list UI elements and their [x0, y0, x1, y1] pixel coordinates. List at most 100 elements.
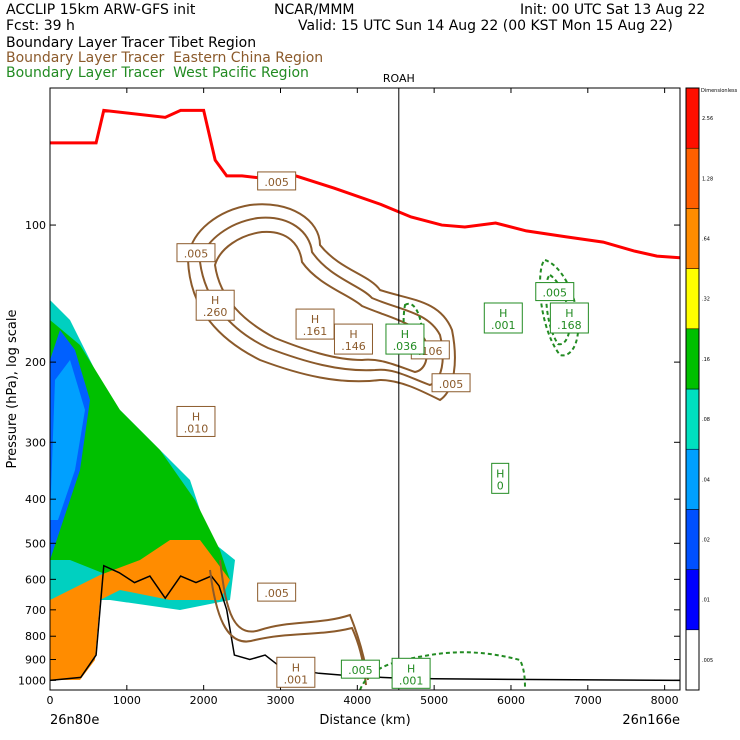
colorbar-label: .04 — [702, 477, 710, 483]
colorbar-segment — [685, 388, 700, 450]
contour-label-box — [340, 659, 380, 679]
colorbar-segment — [685, 509, 700, 570]
contour-label-text: .001 — [399, 674, 424, 687]
y-tick-label: 800 — [25, 630, 46, 643]
legend-west-pacific-prefix: Boundary Layer Tracer — [6, 65, 174, 81]
colorbar-label: 2.56 — [702, 116, 713, 122]
colorbar-label: .02 — [702, 538, 710, 544]
init-time: Init: 00 UTC Sat 13 Aug 22 — [520, 2, 706, 18]
colorbar-frame — [685, 87, 700, 691]
y-tick-label: 400 — [25, 493, 46, 506]
contour-label-text: .260 — [203, 306, 228, 319]
contour-label: H.161 — [295, 308, 335, 340]
colorbar-segment — [685, 147, 700, 209]
y-tick-label: 200 — [25, 356, 46, 369]
contour-label-text: .005 — [543, 287, 568, 300]
contour-label-box — [483, 302, 523, 334]
colorbar-label: .08 — [702, 417, 710, 423]
x-tick-label: 4000 — [343, 694, 371, 707]
contour-label-box — [549, 302, 589, 334]
tropopause-line — [50, 108, 680, 260]
colorbar: .005 .01 .02 .04 .08 .16 .32 .64 1.28 2.56 Dimensi… — [685, 87, 738, 691]
contour-label-text: H — [499, 307, 507, 320]
x-tick-label: 1000 — [113, 694, 141, 707]
valid-time: Valid: 15 UTC Sun 14 Aug 22 (00 KST Mon … — [298, 18, 673, 34]
contour-label-box — [385, 323, 425, 355]
contour-label-text: H — [192, 410, 200, 423]
contour-label-text: .001 — [284, 673, 309, 686]
contour-label-box — [333, 323, 373, 355]
roah-marker-label: ROAH — [383, 72, 415, 85]
contour-label-text: .036 — [393, 340, 418, 353]
contour-label-text: .005 — [439, 378, 464, 391]
colorbar-title: Dimensionless — [701, 88, 738, 94]
contour-label: H.010 — [176, 405, 216, 437]
contour-label-text: H — [349, 328, 357, 341]
x-tick-label: 7000 — [574, 694, 602, 707]
contour-label: H.260 — [195, 289, 235, 321]
legend-west-pacific-region: West Pacific Region — [173, 65, 309, 81]
legend-tibet: Boundary Layer Tracer Tibet Region — [6, 35, 257, 51]
contour-label-box — [431, 373, 471, 393]
contour-label: .005 — [431, 373, 471, 393]
contour-label-text: 0 — [497, 479, 504, 492]
legend-west-pacific: Boundary Layer Tracer West Pacific Regio… — [6, 65, 309, 81]
axes-layer: 0 1000 2000 3000 4000 5000 6000 7000 80001002003… — [18, 88, 680, 707]
contour-label-text: .010 — [184, 422, 209, 435]
colorbar-segment — [685, 328, 700, 390]
contour-label: .005 — [257, 582, 297, 602]
contour-label-text: .146 — [341, 340, 366, 353]
contour-label-text: H — [311, 313, 319, 326]
contour-label-text: .005 — [264, 176, 289, 189]
contour-label-box — [257, 582, 297, 602]
contour-label: .005 — [176, 243, 216, 263]
contour-label: H.168 — [549, 302, 589, 334]
model-title: ACCLIP 15km ARW-GFS init — [6, 2, 196, 18]
contour-label: .005 — [257, 171, 297, 191]
contour-label-text: H — [292, 661, 300, 674]
contour-label: H.001 — [276, 656, 316, 688]
y-tick-label: 500 — [25, 537, 46, 550]
plot-frame — [49, 87, 681, 691]
contour-label-box — [176, 243, 216, 263]
colorbar-segment — [685, 208, 700, 269]
contour-label-box — [176, 405, 216, 437]
colorbar-segment — [685, 569, 700, 631]
colorbar-label: .005 — [702, 658, 713, 664]
contour-label: H.146 — [333, 323, 373, 355]
x-tick-label: 5000 — [420, 694, 448, 707]
contour-label: H0 — [491, 462, 510, 494]
y-tick-label: 1000 — [18, 674, 46, 687]
institution-label: NCAR/MMM — [274, 2, 355, 18]
contour-label-box — [535, 282, 575, 302]
y-tick-label: 700 — [25, 604, 46, 617]
eastern-china-contours — [186, 203, 456, 686]
contour-label: H.001 — [391, 657, 431, 689]
x-tick-label: 8000 — [651, 694, 679, 707]
x-tick-label: 0 — [47, 694, 54, 707]
contour-label: .005 — [535, 282, 575, 302]
colorbar-label: .32 — [702, 297, 710, 303]
x-tick-label: 6000 — [497, 694, 525, 707]
colorbar-label: 1.28 — [702, 176, 713, 182]
colorbar-segment — [685, 268, 700, 330]
colorbar-segment — [685, 87, 700, 149]
colorbar-label: .16 — [702, 357, 710, 363]
y-axis-label: Pressure (hPa), log scale — [5, 310, 20, 469]
tibet-tracer-shading — [50, 300, 235, 680]
legend-eastern-china: Boundary Layer Tracer Eastern China Regi… — [6, 50, 323, 66]
contour-label-text: H — [401, 328, 409, 341]
contour-label-text: H — [565, 307, 573, 320]
colorbar-segment — [685, 448, 700, 510]
contour-label-text: .005 — [184, 248, 209, 261]
x-axis-label: Distance (km) — [319, 713, 410, 728]
contour-label-text: .168 — [557, 319, 582, 332]
colorbar-segment — [685, 629, 700, 691]
contour-label-text: .001 — [491, 319, 516, 332]
x-tick-label: 3000 — [266, 694, 294, 707]
y-tick-label: 600 — [25, 573, 46, 586]
contour-label: H.001 — [483, 302, 523, 334]
contour-label: H.036 — [385, 323, 425, 355]
